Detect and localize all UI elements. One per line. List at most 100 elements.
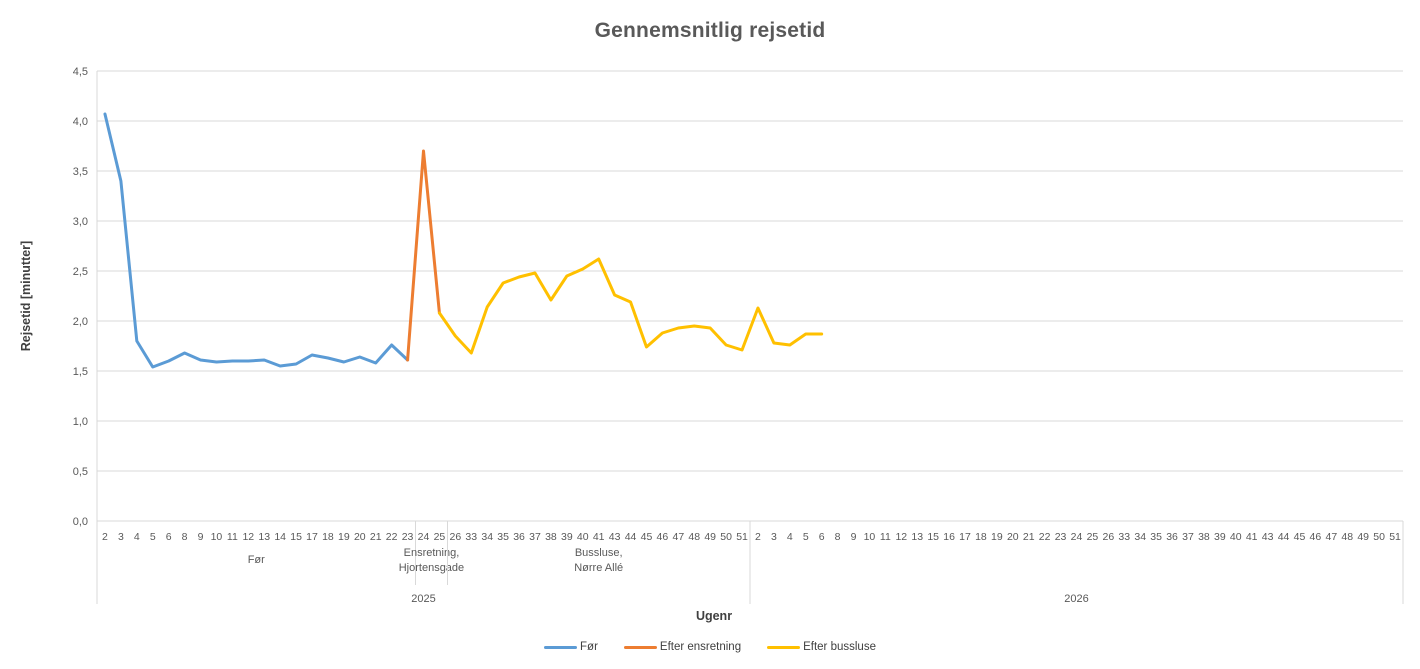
y-tick-label: 1,0 — [73, 416, 88, 428]
x-tick-label: 19 — [991, 531, 1003, 543]
x-tick-label: 48 — [1341, 531, 1353, 543]
x-tick-label: 9 — [851, 531, 857, 543]
x-tick-label: 36 — [513, 531, 525, 543]
x-tick-label: 15 — [927, 531, 939, 543]
x-tick-label: 8 — [182, 531, 188, 543]
x-tick-label: 25 — [434, 531, 446, 543]
group-label: Bussluse, — [575, 547, 623, 559]
x-tick-label: 8 — [835, 531, 841, 543]
x-tick-label: 24 — [1071, 531, 1083, 543]
y-tick-label: 1,5 — [73, 366, 88, 378]
legend-item-efter-bussluse: Efter bussluse — [767, 641, 876, 653]
y-tick-label: 0,0 — [73, 516, 88, 528]
x-tick-label: 33 — [1118, 531, 1130, 543]
x-tick-label: 3 — [771, 531, 777, 543]
x-tick-label: 23 — [402, 531, 414, 543]
year-label: 2025 — [411, 593, 435, 605]
group-label: Nørre Allé — [574, 562, 623, 574]
x-tick-label: 37 — [529, 531, 541, 543]
year-label: 2026 — [1064, 593, 1088, 605]
x-tick-label: 6 — [166, 531, 172, 543]
x-axis-title: Ugenr — [695, 609, 733, 623]
x-tick-label: 51 — [1389, 531, 1401, 543]
legend: Før Efter ensretning Efter bussluse — [0, 641, 1420, 653]
x-tick-label: 34 — [1134, 531, 1146, 543]
x-tick-label: 48 — [688, 531, 700, 543]
x-tick-label: 19 — [338, 531, 350, 543]
x-tick-label: 40 — [577, 531, 589, 543]
chart-title: Gennemsnitlig rejsetid — [594, 19, 826, 42]
x-tick-label: 50 — [720, 531, 732, 543]
x-tick-label: 17 — [959, 531, 971, 543]
legend-line-swatch-efter-bussluse — [767, 645, 801, 649]
y-tick-label: 4,0 — [73, 116, 88, 128]
x-tick-label: 39 — [561, 531, 573, 543]
x-tick-label: 43 — [1262, 531, 1274, 543]
y-tick-label: 0,5 — [73, 466, 88, 478]
legend-line-swatch-foer — [544, 645, 578, 649]
x-tick-label: 23 — [1055, 531, 1067, 543]
x-tick-label: 45 — [641, 531, 653, 543]
x-tick-label: 38 — [545, 531, 557, 543]
x-tick-label: 6 — [819, 531, 825, 543]
legend-label-foer: Før — [580, 641, 598, 653]
x-tick-label: 49 — [1357, 531, 1369, 543]
series-line-1 — [406, 149, 441, 362]
group-label: Ensretning, — [404, 547, 460, 559]
y-tick-label: 2,0 — [73, 316, 88, 328]
x-tick-label: 2 — [755, 531, 761, 543]
x-tick-label: 18 — [975, 531, 987, 543]
x-tick-label: 35 — [1150, 531, 1162, 543]
legend-item-efter-ensretning: Efter ensretning — [623, 641, 742, 653]
y-tick-label: 4,5 — [73, 66, 88, 78]
x-tick-label: 4 — [134, 531, 140, 543]
x-tick-label: 20 — [354, 531, 366, 543]
y-tick-label: 3,5 — [73, 166, 88, 178]
x-tick-label: 39 — [1214, 531, 1226, 543]
x-tick-label: 11 — [227, 531, 238, 543]
x-tick-label: 37 — [1182, 531, 1194, 543]
legend-label-efter-bussluse: Efter bussluse — [803, 641, 876, 653]
x-tick-label: 20 — [1007, 531, 1019, 543]
x-tick-label: 36 — [1166, 531, 1178, 543]
x-tick-label: 43 — [609, 531, 621, 543]
legend-item-foer: Før — [544, 641, 598, 653]
x-tick-label: 13 — [911, 531, 923, 543]
x-tick-label: 35 — [497, 531, 509, 543]
legend-label-efter-ensretning: Efter ensretning — [659, 641, 742, 653]
x-tick-label: 22 — [1039, 531, 1051, 543]
x-tick-label: 25 — [1087, 531, 1099, 543]
x-tick-label: 44 — [1278, 531, 1290, 543]
x-tick-label: 18 — [322, 531, 334, 543]
x-tick-label: 34 — [481, 531, 493, 543]
x-tick-label: 4 — [787, 531, 793, 543]
legend-line-swatch-efter-ensretning — [623, 645, 657, 649]
x-tick-label: 50 — [1373, 531, 1385, 543]
y-tick-label: 2,5 — [73, 266, 88, 278]
y-tick-label: 3,0 — [73, 216, 88, 228]
x-tick-label: 21 — [370, 531, 382, 543]
x-tick-label: 3 — [118, 531, 124, 543]
x-tick-label: 17 — [306, 531, 318, 543]
x-tick-label: 24 — [418, 531, 430, 543]
x-tick-label: 10 — [211, 531, 223, 543]
x-tick-label: 46 — [1310, 531, 1322, 543]
x-tick-label: 47 — [672, 531, 684, 543]
group-label: Hjortensgade — [399, 562, 464, 574]
x-tick-label: 33 — [465, 531, 477, 543]
x-tick-label: 5 — [150, 531, 156, 543]
x-tick-label: 41 — [593, 531, 605, 543]
x-tick-label: 46 — [657, 531, 669, 543]
x-tick-label: 44 — [625, 531, 637, 543]
x-tick-label: 14 — [274, 531, 286, 543]
x-tick-label: 2 — [102, 531, 108, 543]
x-tick-label: 21 — [1023, 531, 1035, 543]
x-tick-label: 38 — [1198, 531, 1210, 543]
series-line-2 — [437, 257, 824, 355]
x-tick-label: 22 — [386, 531, 398, 543]
x-tick-label: 49 — [704, 531, 716, 543]
x-tick-label: 5 — [803, 531, 809, 543]
x-tick-label: 15 — [290, 531, 302, 543]
